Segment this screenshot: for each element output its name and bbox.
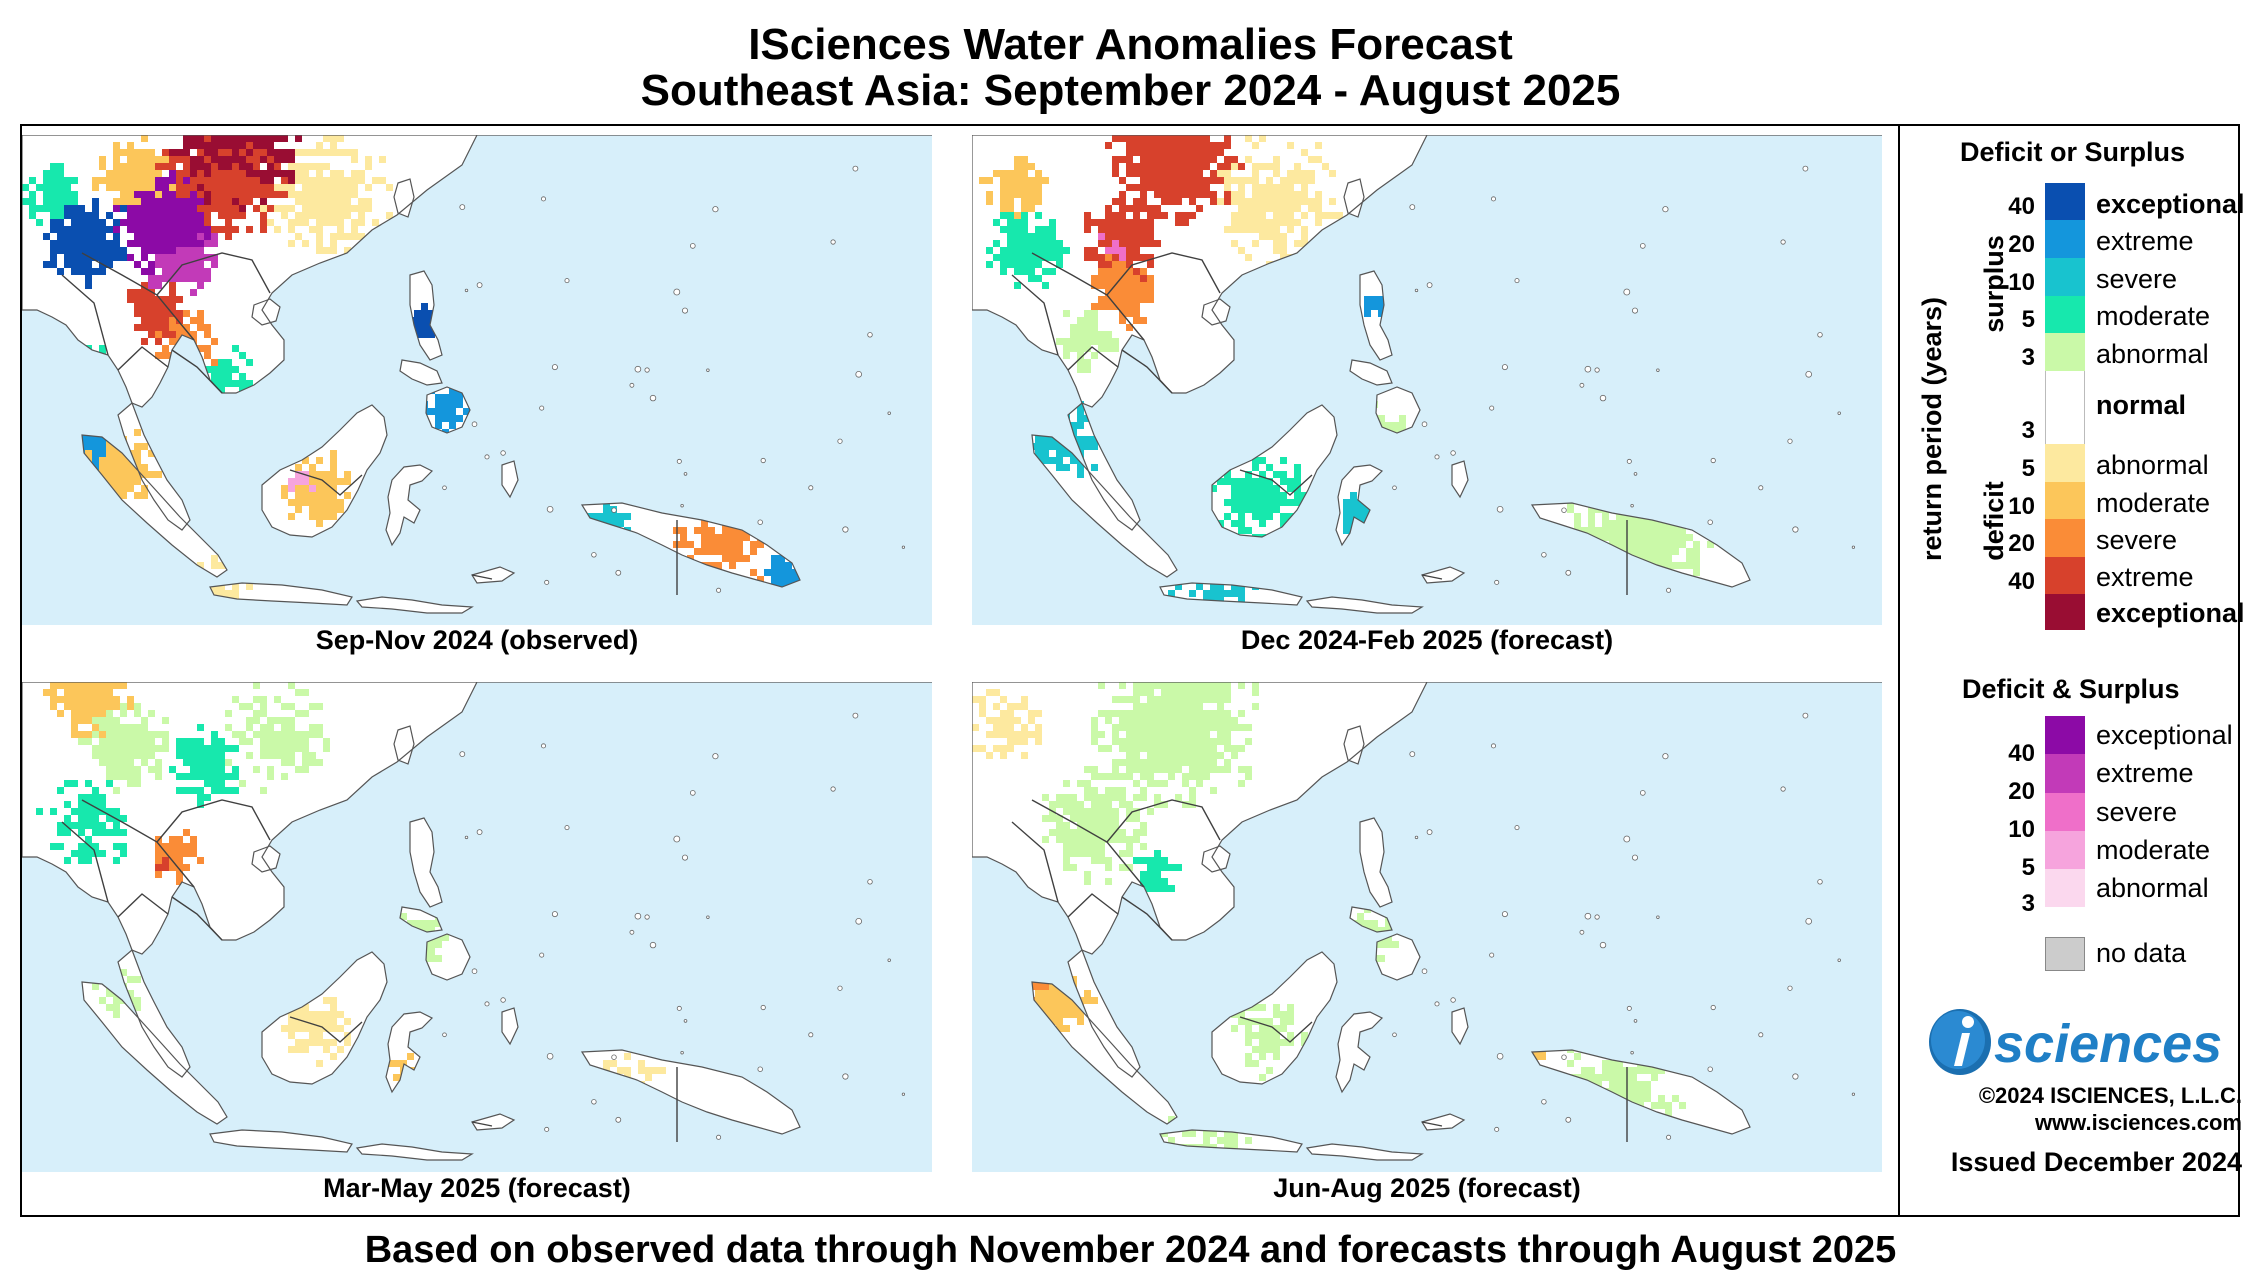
website-link[interactable]: www.isciences.com: [2034, 1110, 2242, 1135]
legend-label: moderate: [2096, 835, 2211, 865]
panel-caption: Mar-May 2025 (forecast): [323, 1173, 631, 1203]
legend-swatch: [2045, 482, 2085, 519]
legend-swatch: [2045, 594, 2085, 630]
legend-swatch: [2045, 333, 2085, 371]
anomaly-map: [22, 135, 932, 625]
no-data-swatch: [2045, 937, 2085, 971]
legend-swatch: [2045, 793, 2085, 831]
map-subtitle: Southeast Asia: September 2024 - August …: [640, 66, 1621, 115]
map-panel-mar-may-2025: [22, 682, 932, 1172]
surplus-tick: 3: [2021, 344, 2035, 371]
panel-caption: Jun-Aug 2025 (forecast): [1273, 1173, 1581, 1203]
normal-swatch-outline: [2045, 371, 2085, 444]
logo-wordmark: sciences: [1994, 1014, 2222, 1074]
legend-title-deficit-surplus: Deficit or Surplus: [1960, 137, 2186, 167]
legend-label: exceptional: [2096, 598, 2245, 628]
deficit-tick: 20: [2008, 530, 2035, 557]
deficit-axis-label: deficit: [1979, 481, 2009, 561]
anomaly-map: [972, 135, 1882, 625]
legend-swatch: [2045, 754, 2085, 793]
map-panel-jun-aug-2025: [972, 682, 1882, 1172]
legend-swatch: [2045, 220, 2085, 258]
legend-swatch: [2045, 716, 2085, 754]
legend-label: exceptional: [2096, 189, 2245, 219]
legend-swatch: [2045, 831, 2085, 869]
both-tick: 40: [2008, 740, 2035, 767]
legend-swatch: [2045, 519, 2085, 557]
legend-label: abnormal: [2096, 450, 2209, 480]
legend-label: severe: [2096, 797, 2178, 827]
legend-swatch: [2045, 557, 2085, 594]
legend-title-deficit-and-surplus: Deficit & Surplus: [1962, 674, 2180, 704]
legend-swatch: [2045, 258, 2085, 296]
return-period-label: return period (years): [1917, 296, 1947, 562]
copyright-text: ©2024 ISCIENCES, L.L.C.: [1978, 1083, 2242, 1108]
both-tick: 10: [2008, 816, 2035, 843]
legend-divider: [1898, 124, 1900, 1217]
panel-caption: Sep-Nov 2024 (observed): [315, 625, 639, 655]
map-title: ISciences Water Anomalies Forecast: [748, 20, 1513, 69]
legend-swatch: [2045, 444, 2085, 482]
surplus-tick: 20: [2008, 231, 2035, 258]
legend-swatch: [2045, 296, 2085, 333]
deficit-tick: 5: [2021, 455, 2035, 482]
legend-label: exceptional: [2096, 720, 2233, 750]
anomaly-map: [972, 682, 1882, 1172]
legend-label: moderate: [2096, 488, 2211, 518]
legend-label: moderate: [2096, 301, 2211, 331]
no-data-label: no data: [2096, 938, 2187, 968]
footer-note: Based on observed data through November …: [364, 1229, 1897, 1271]
surplus-tick: 5: [2021, 306, 2035, 333]
map-panel-dec-feb-2025: [972, 135, 1882, 625]
panel-caption: Dec 2024-Feb 2025 (forecast): [1240, 625, 1614, 655]
issued-date: Issued December 2024: [1950, 1147, 2242, 1177]
legend-label: extreme: [2096, 226, 2194, 256]
figure-frame: [20, 124, 2240, 1217]
legend-swatch: [2045, 869, 2085, 907]
deficit-tick: 40: [2008, 568, 2035, 595]
legend-label: severe: [2096, 525, 2178, 555]
map-panel-sep-nov-2024: [22, 135, 932, 625]
legend-label: extreme: [2096, 758, 2194, 788]
legend-label: severe: [2096, 264, 2178, 294]
legend-label: abnormal: [2096, 339, 2209, 369]
legend-label: abnormal: [2096, 873, 2209, 903]
legend-label: extreme: [2096, 562, 2194, 592]
legend-swatch: [2045, 371, 2085, 444]
legend-label: normal: [2096, 390, 2187, 420]
surplus-tick: 10: [2008, 269, 2035, 296]
surplus-axis-label: surplus: [1979, 235, 2009, 333]
both-tick: 20: [2008, 778, 2035, 805]
deficit-tick: 10: [2008, 493, 2035, 520]
surplus-tick: 40: [2008, 193, 2035, 220]
both-tick: 5: [2021, 854, 2035, 881]
deficit-tick: 3: [2021, 417, 2035, 444]
isciences-logo: sciences: [1929, 1009, 2222, 1075]
both-tick: 3: [2021, 890, 2035, 917]
legend-swatch: [2045, 183, 2085, 220]
anomaly-map: [22, 682, 932, 1172]
